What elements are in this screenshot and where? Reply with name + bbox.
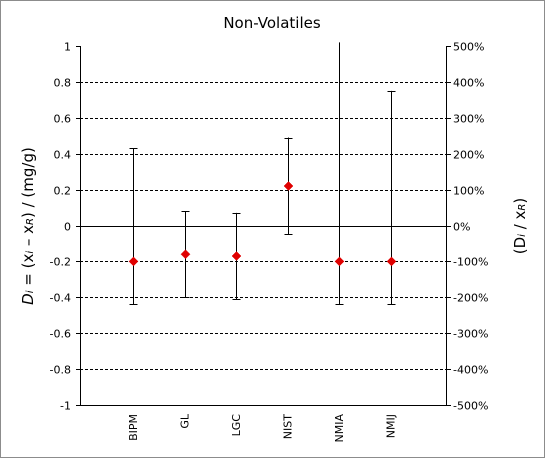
y2-tick-label: 300% bbox=[453, 113, 484, 126]
y2-tick-label: 0% bbox=[453, 221, 470, 234]
y2-axis-label: (Di / xR) bbox=[511, 198, 529, 254]
y-tick-label: 0.6 bbox=[54, 113, 72, 126]
data-point-lgc bbox=[231, 251, 242, 261]
y-axis-ticks: -1 -0.8 -0.6 -0.4 -0.2 0 0.2 0.4 0.6 0.8 1 bbox=[50, 41, 81, 413]
y-tick-label: -0.4 bbox=[50, 292, 71, 305]
axes bbox=[80, 46, 447, 406]
y2-tick-label: -100% bbox=[453, 256, 488, 269]
y2-tick-label: 400% bbox=[453, 77, 484, 90]
y-tick-label: 0.8 bbox=[54, 77, 72, 90]
x-tick-label: BIPM bbox=[127, 414, 140, 441]
x-tick-label: NIST bbox=[282, 414, 295, 439]
error-bars bbox=[129, 42, 396, 305]
data-points bbox=[128, 181, 397, 267]
x-axis-ticks: BIPM GL LGC NIST NMIA NMIJ bbox=[127, 413, 398, 442]
y-tick-label: -1 bbox=[60, 400, 71, 413]
y2-tick-label: 100% bbox=[453, 185, 484, 198]
y2-tick-label: 500% bbox=[453, 41, 484, 54]
data-point-gl bbox=[180, 249, 191, 260]
data-point-nmij bbox=[386, 256, 397, 267]
y-tick-label: 0.4 bbox=[54, 149, 72, 162]
data-point-nmia bbox=[334, 256, 345, 267]
chart-title: Non-Volatiles bbox=[223, 14, 321, 32]
data-point-nist bbox=[283, 181, 294, 191]
y-tick-label: -0.2 bbox=[50, 256, 71, 269]
y-tick-label: 0.2 bbox=[54, 185, 72, 198]
y2-axis-ticks: -500% -400% -300% -200% -100% 0% 100% 200% 300% 4… bbox=[446, 41, 488, 413]
y-tick-label: 1 bbox=[64, 41, 71, 54]
data-point-bipm bbox=[128, 256, 139, 267]
y2-tick-label: -400% bbox=[453, 364, 488, 377]
y-tick-label: -0.6 bbox=[50, 328, 71, 341]
gridlines bbox=[80, 82, 446, 370]
y2-tick-label: -200% bbox=[453, 292, 488, 305]
y2-tick-label: -500% bbox=[453, 400, 488, 413]
y-axis-label: Di = (xi – xR) / (mg/g) bbox=[19, 147, 37, 305]
x-tick-label: NMIJ bbox=[385, 414, 398, 438]
x-tick-label: GL bbox=[179, 413, 192, 429]
x-tick-label: NMIA bbox=[333, 414, 346, 443]
y-tick-label: 0 bbox=[64, 221, 71, 234]
y2-tick-label: 200% bbox=[453, 149, 484, 162]
y-tick-label: -0.8 bbox=[50, 364, 71, 377]
x-tick-label: LGC bbox=[230, 414, 243, 437]
y2-tick-label: -300% bbox=[453, 328, 488, 341]
